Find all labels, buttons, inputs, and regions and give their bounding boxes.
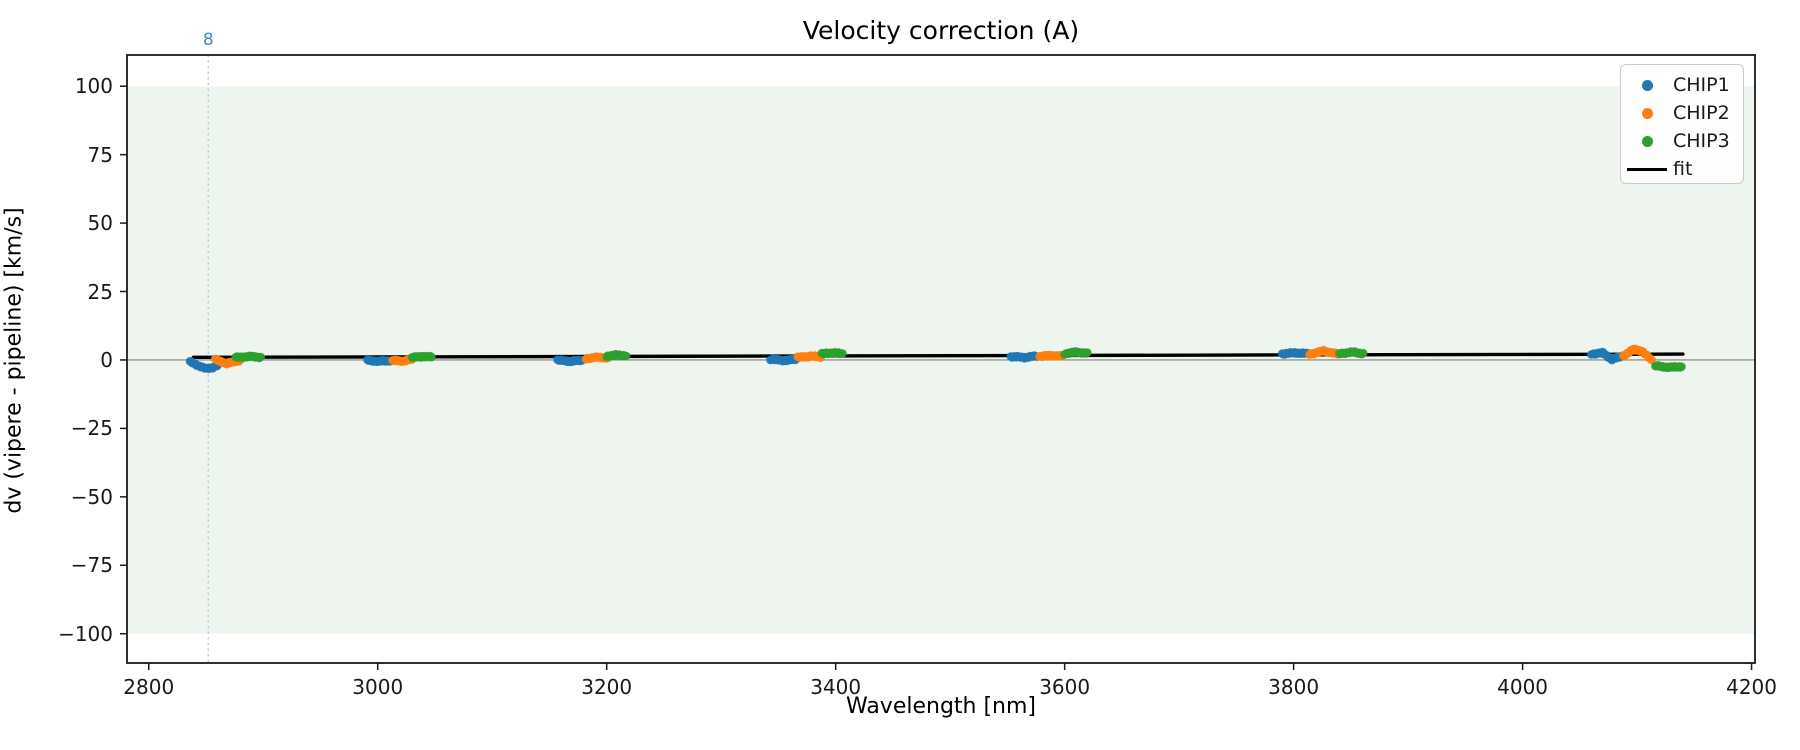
data-point-chip2 [1647,355,1656,365]
data-point-chip3 [1358,348,1368,358]
x-axis-label: Wavelength [nm] [845,694,1037,719]
legend-marker-chip3 [1621,135,1673,147]
y-tick-label: −100 [58,621,113,646]
x-tick-label: 3400 [810,675,862,699]
fit-line [191,352,1685,360]
legend-label-fit: fit [1673,158,1693,180]
x-tick-label: 3200 [581,675,633,699]
y-tick-label: −75 [70,553,113,578]
legend-item-fit: fit [1621,155,1743,183]
x-tick-label: 3800 [1268,675,1320,699]
spectral-order-annotation: 8 [202,30,214,50]
data-point-chip3 [838,349,847,358]
legend-marker-chip1 [1621,79,1673,91]
y-tick-label: 100 [74,74,113,99]
legend-marker-fit [1621,167,1673,171]
legend-label-chip1: CHIP1 [1673,74,1730,96]
legend: CHIP1 CHIP2 CHIP3 fit [1620,64,1744,184]
y-tick-label: −50 [70,484,113,509]
data-point-chip3 [1083,348,1092,357]
data-point-chip3 [621,351,631,361]
data-point-chip3 [1677,362,1686,372]
axes-spines [126,54,1756,664]
legend-item-chip3: CHIP3 [1621,127,1743,155]
y-tick-label: 25 [87,279,113,304]
y-tick-label: 50 [87,211,113,236]
x-tick-label: 4000 [1497,675,1549,699]
y-tick-label: 0 [100,347,113,372]
legend-marker-chip2 [1621,107,1673,119]
y-tick-label: 75 [87,142,113,167]
x-tick-label: 3000 [352,675,404,699]
x-tick-label: 2800 [123,675,175,699]
legend-item-chip1: CHIP1 [1621,71,1743,99]
data-point-chip3 [427,352,436,362]
x-tick-label: 4200 [1726,675,1778,699]
legend-label-chip3: CHIP3 [1673,130,1730,152]
y-tick-label: −25 [70,416,113,441]
x-tick-label: 3600 [1039,675,1091,699]
data-point-chip3 [256,352,266,362]
chart-title: Velocity correction (A) [802,16,1080,45]
legend-item-chip2: CHIP2 [1621,99,1743,127]
legend-label-chip2: CHIP2 [1673,102,1730,124]
